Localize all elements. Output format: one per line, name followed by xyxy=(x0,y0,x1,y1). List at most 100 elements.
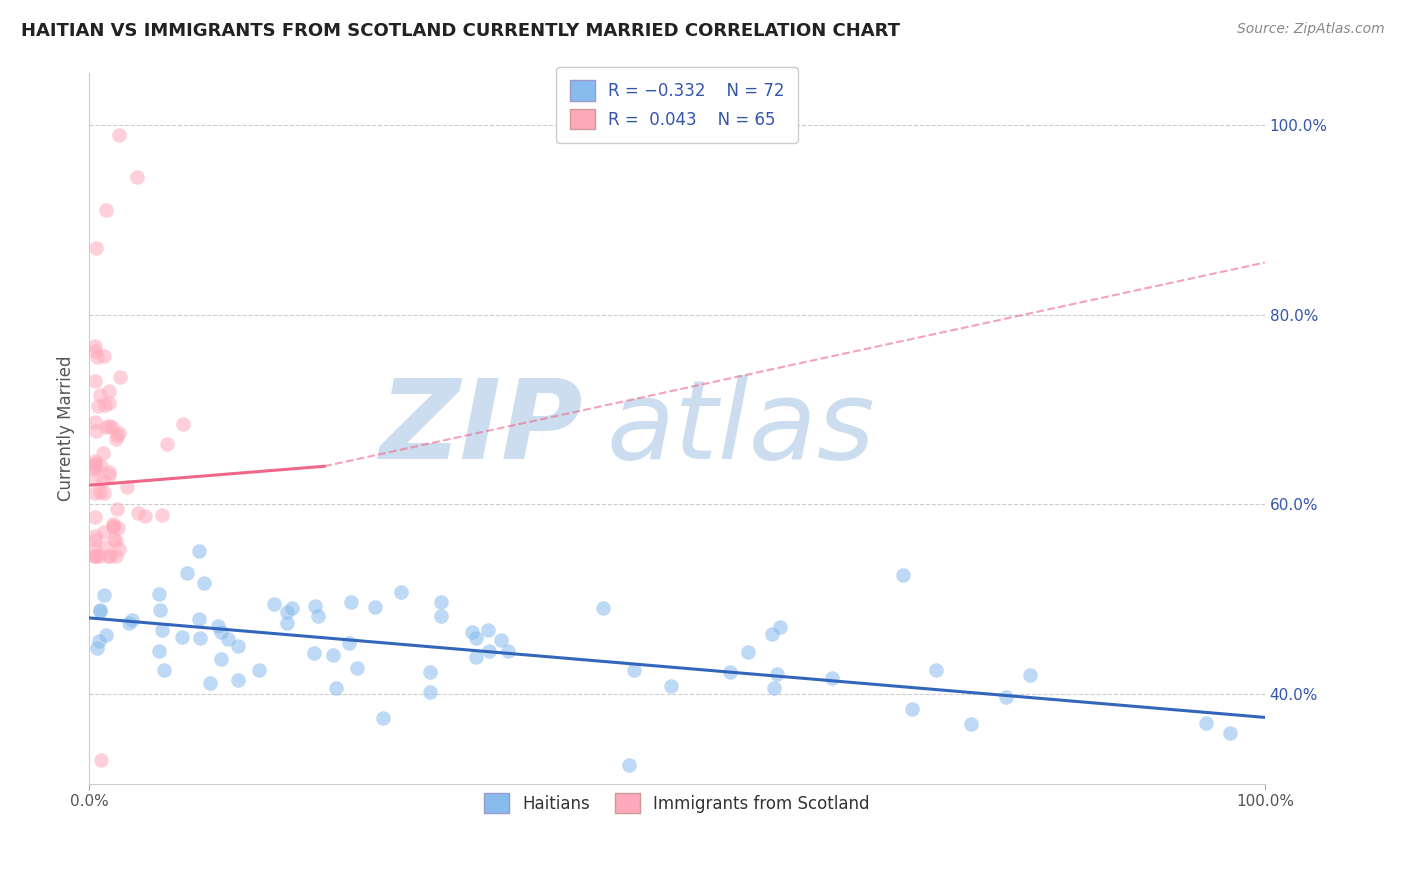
Point xyxy=(90,458,112,473)
Point xyxy=(148,587,170,601)
Point xyxy=(498,643,520,657)
Point xyxy=(101,520,124,534)
Point xyxy=(363,600,385,615)
Point xyxy=(307,609,329,624)
Point xyxy=(149,603,172,617)
Point xyxy=(84,415,107,429)
Point xyxy=(209,624,232,639)
Point xyxy=(302,646,325,660)
Point xyxy=(94,419,117,434)
Point xyxy=(478,644,501,658)
Point xyxy=(93,486,115,500)
Point xyxy=(93,588,115,602)
Point xyxy=(188,612,211,626)
Point xyxy=(89,388,111,402)
Point xyxy=(96,628,118,642)
Point xyxy=(1219,726,1241,740)
Point xyxy=(84,339,107,353)
Point xyxy=(371,711,394,725)
Point xyxy=(90,753,112,767)
Point xyxy=(91,474,114,488)
Point xyxy=(150,623,173,637)
Point xyxy=(84,533,107,547)
Point xyxy=(84,541,107,556)
Y-axis label: Currently Married: Currently Married xyxy=(58,356,75,501)
Point xyxy=(89,634,111,648)
Point xyxy=(98,549,121,564)
Point xyxy=(153,663,176,677)
Point xyxy=(893,568,915,582)
Point xyxy=(84,241,107,255)
Point xyxy=(960,717,983,731)
Point xyxy=(84,374,107,388)
Point xyxy=(84,462,107,476)
Point xyxy=(97,465,120,479)
Point xyxy=(995,690,1018,705)
Point xyxy=(762,681,785,695)
Text: atlas: atlas xyxy=(606,375,875,482)
Point xyxy=(156,437,179,451)
Point xyxy=(93,349,115,363)
Point xyxy=(84,486,107,500)
Point xyxy=(322,648,344,663)
Point xyxy=(761,626,783,640)
Point xyxy=(346,661,368,675)
Point xyxy=(198,676,221,690)
Point xyxy=(150,508,173,523)
Point xyxy=(1018,668,1040,682)
Text: Source: ZipAtlas.com: Source: ZipAtlas.com xyxy=(1237,22,1385,37)
Point xyxy=(276,605,298,619)
Point xyxy=(97,384,120,398)
Point xyxy=(125,170,148,185)
Point xyxy=(276,615,298,630)
Point xyxy=(84,457,107,471)
Point xyxy=(339,595,361,609)
Point xyxy=(280,601,302,615)
Point xyxy=(304,599,326,614)
Point xyxy=(97,395,120,409)
Point xyxy=(107,521,129,535)
Point xyxy=(84,549,107,564)
Point xyxy=(107,425,129,440)
Point xyxy=(188,543,211,558)
Point xyxy=(718,665,741,680)
Point xyxy=(226,673,249,687)
Point xyxy=(477,623,499,637)
Point xyxy=(134,508,156,523)
Point xyxy=(86,350,108,364)
Point xyxy=(188,631,211,645)
Point xyxy=(84,454,107,468)
Point xyxy=(464,631,486,645)
Point xyxy=(84,424,107,438)
Point xyxy=(118,616,141,631)
Point xyxy=(94,398,117,412)
Point xyxy=(94,203,117,218)
Point xyxy=(659,680,682,694)
Point xyxy=(430,609,453,624)
Point xyxy=(461,624,484,639)
Point xyxy=(84,549,107,564)
Point xyxy=(89,603,111,617)
Point xyxy=(263,598,285,612)
Point xyxy=(84,529,107,543)
Point xyxy=(766,667,789,681)
Point xyxy=(419,665,441,680)
Point xyxy=(207,619,229,633)
Point xyxy=(623,664,645,678)
Point xyxy=(84,344,107,359)
Point xyxy=(172,417,194,432)
Point xyxy=(105,428,128,442)
Point xyxy=(98,419,121,434)
Point xyxy=(339,636,361,650)
Point xyxy=(489,632,512,647)
Point xyxy=(769,620,792,634)
Point xyxy=(86,641,108,656)
Point xyxy=(172,630,194,644)
Point xyxy=(821,671,844,685)
Point xyxy=(105,533,128,548)
Point xyxy=(193,576,215,591)
Point xyxy=(93,524,115,539)
Point xyxy=(1195,716,1218,731)
Point xyxy=(121,613,143,627)
Legend: Haitians, Immigrants from Scotland: Haitians, Immigrants from Scotland xyxy=(472,781,882,825)
